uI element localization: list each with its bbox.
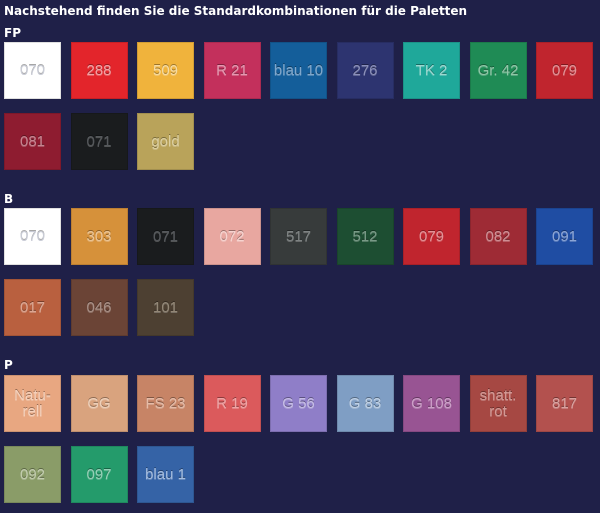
swatch-code: 046 — [86, 298, 112, 316]
swatch-code: 017 — [19, 298, 46, 316]
swatch-code: G 108 — [411, 394, 452, 412]
color-swatch: G 108 — [403, 375, 460, 432]
swatch-code: R 19 — [216, 394, 248, 412]
swatch-code: 288 — [86, 61, 112, 79]
swatch-code: 079 — [551, 61, 578, 79]
swatch-code: 512 — [352, 227, 378, 245]
color-swatch: 091 — [536, 208, 593, 265]
color-swatch: R 21 — [203, 42, 261, 99]
color-swatch: blau 1 — [137, 446, 194, 503]
color-swatch: 082 — [469, 208, 527, 265]
swatch-code: 071 — [86, 132, 112, 150]
swatch-code: 303 — [86, 227, 112, 245]
palette-grid-p: Natu- rell GG FS 23 R 19 G 56 G 83 G 108 shatt.… — [4, 375, 593, 503]
swatch-code: shatt. rot — [479, 386, 517, 420]
swatch-code: blau 1 — [145, 465, 186, 483]
page-heading: Nachstehend finden Sie die Standardkombi… — [4, 4, 468, 18]
color-swatch: GG — [70, 375, 128, 432]
swatch-code: 082 — [485, 227, 511, 245]
swatch-code: 079 — [418, 227, 445, 245]
color-swatch: 817 — [536, 375, 593, 432]
swatch-code: Natu- rell — [14, 386, 51, 420]
swatch-code: G 83 — [348, 394, 382, 412]
swatch-code: 097 — [86, 465, 112, 483]
color-swatch: 079 — [403, 208, 460, 265]
palette-grid-fp: 070 288 509 R 21 blau 10 276 TK 2 Gr. 42 079 081 0… — [4, 42, 593, 170]
color-swatch: 101 — [137, 279, 194, 336]
swatch-code: TK 2 — [415, 61, 448, 79]
swatch-code: 072 — [219, 227, 245, 245]
swatch-code: GG — [87, 394, 111, 412]
color-swatch: 046 — [70, 279, 128, 336]
color-swatch: 517 — [270, 208, 327, 265]
color-swatch: Natu- rell — [4, 375, 61, 432]
color-swatch: blau 10 — [270, 42, 327, 99]
swatch-code: 081 — [19, 132, 46, 150]
swatch-code: FS 23 — [145, 394, 186, 412]
color-swatch: 512 — [336, 208, 394, 265]
swatch-code: 091 — [551, 227, 578, 245]
color-swatch: 071 — [70, 113, 128, 170]
swatch-code: 092 — [19, 465, 46, 483]
section-label-fp: FP — [4, 26, 21, 40]
color-swatch: 079 — [536, 42, 593, 99]
color-swatch: 509 — [137, 42, 194, 99]
swatch-code: R 21 — [216, 61, 248, 79]
color-swatch: G 83 — [336, 375, 394, 432]
color-swatch: 092 — [4, 446, 61, 503]
swatch-code: 070 — [19, 61, 46, 79]
swatch-code: 070 — [19, 227, 46, 245]
swatch-code: 276 — [352, 61, 378, 79]
color-swatch: shatt. rot — [469, 375, 527, 432]
color-swatch: 070 — [4, 42, 61, 99]
color-swatch: 071 — [137, 208, 194, 265]
color-swatch: 081 — [4, 113, 61, 170]
swatch-code: 071 — [152, 227, 179, 245]
palette-grid-b: 070 303 071 072 517 512 079 082 091 017 046 101 — [4, 208, 593, 336]
swatch-code: 101 — [152, 298, 179, 316]
color-swatch: 097 — [70, 446, 128, 503]
color-swatch: gold — [137, 113, 194, 170]
color-swatch: TK 2 — [403, 42, 460, 99]
swatch-code: 509 — [152, 61, 179, 79]
swatch-code: 817 — [551, 394, 578, 412]
color-swatch: R 19 — [203, 375, 261, 432]
color-swatch: 072 — [203, 208, 261, 265]
swatch-code: gold — [151, 132, 180, 150]
color-swatch: 017 — [4, 279, 61, 336]
color-swatch: 288 — [70, 42, 128, 99]
section-label-p: P — [4, 358, 13, 372]
color-swatch: FS 23 — [137, 375, 194, 432]
color-swatch: 303 — [70, 208, 128, 265]
swatch-code: Gr. 42 — [477, 61, 519, 79]
swatch-code: 517 — [285, 227, 312, 245]
color-swatch: 276 — [336, 42, 394, 99]
section-label-b: B — [4, 192, 14, 206]
swatch-code: blau 10 — [273, 61, 324, 79]
color-swatch: G 56 — [270, 375, 327, 432]
color-swatch: Gr. 42 — [469, 42, 527, 99]
color-swatch: 070 — [4, 208, 61, 265]
swatch-code: G 56 — [282, 394, 315, 412]
